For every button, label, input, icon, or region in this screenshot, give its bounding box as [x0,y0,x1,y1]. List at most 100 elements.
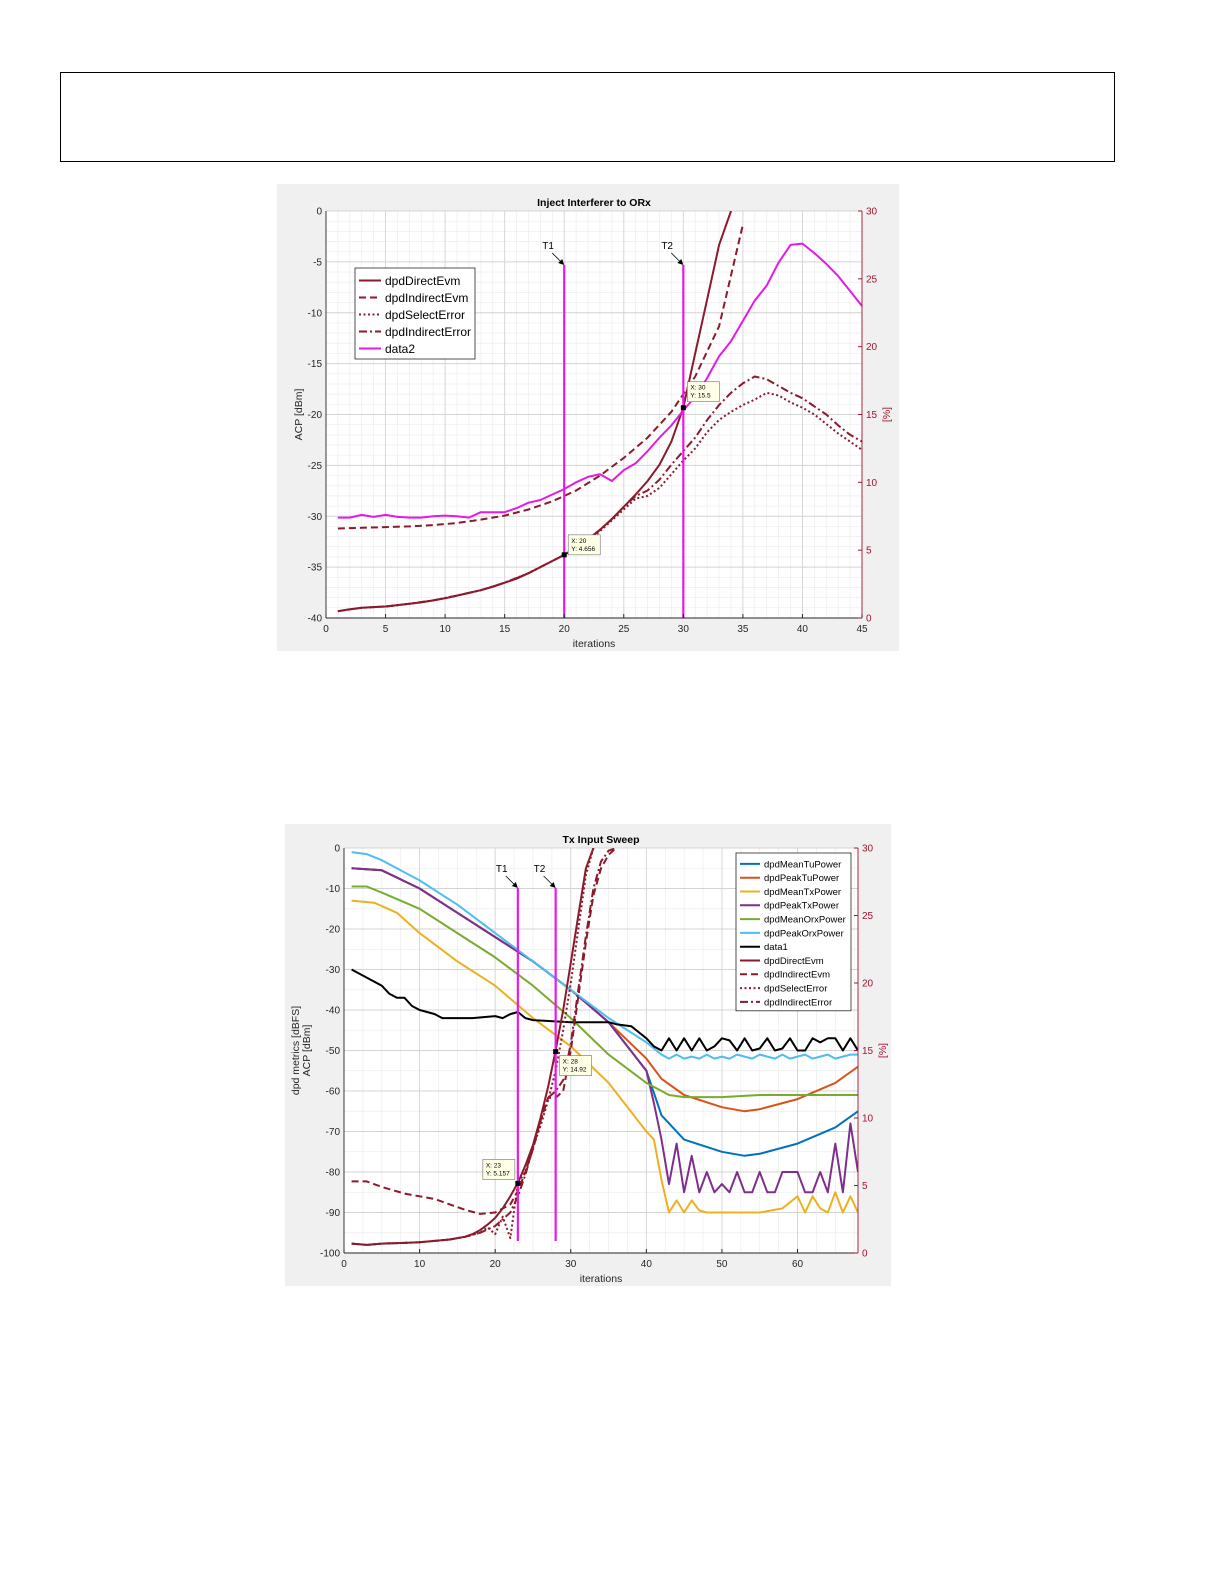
legend-box [354,267,476,360]
legend: dpdMeanTuPower dpdPeakTuPower dpdMeanTxPow… [735,852,852,1012]
y-tick-label: -100 [320,1249,340,1260]
legend-entry-dpdSelectError: dpdSelectError [385,308,465,322]
legend: dpdDirectEvm dpdIndirectEvm dpdSelectError… [354,267,476,360]
series-line-dpdIndirectError [337,375,862,613]
series-line-dpdMeanOrxPower [351,885,858,1099]
legend-entry-dpdPeakTuPower: dpdPeakTuPower [764,873,839,884]
x-tick-label: 35 [737,624,749,635]
x-tick-label: 30 [678,624,690,635]
x-tick-label: 15 [499,624,511,635]
marker-label-T2: T2 [534,864,546,875]
y2-tick-label: 30 [866,207,878,218]
y2-tick-label: 5 [866,546,872,557]
y-tick-label: -80 [326,1168,341,1179]
marker-label-T2: T2 [661,241,673,252]
legend-entry-dpdIndirectError: dpdIndirectError [385,325,471,339]
series-line-dpdIndirectError [351,848,617,1246]
y-tick-label: -40 [308,614,323,625]
legend-entry-dpdIndirectError: dpdIndirectError [764,997,832,1008]
y-tick-label: -50 [326,1046,341,1057]
x-axis-label: iterations [573,638,616,650]
legend-entry-dpdSelectError: dpdSelectError [764,984,827,995]
legend-entry-dpdIndirectEvm: dpdIndirectEvm [764,970,830,981]
datatip-y-text: Y: 5.157 [486,1170,510,1177]
datatip-box [567,534,601,556]
x-tick-label: 40 [641,1259,653,1270]
legend-entry-dpdPeakOrxPower: dpdPeakOrxPower [764,928,844,939]
legend-entry-dpdMeanTxPower: dpdMeanTxPower [764,887,841,898]
datatip-box [687,381,720,403]
marker-arrowhead-T2 [549,882,556,888]
marker-label-T1: T1 [496,864,508,875]
chart-inject-interferer: T1 T2 X: 20Y: 4.656 X: 30Y: 15.5 0 5 10 15 20 25 3… [293,197,893,650]
legend-entry-data2: data2 [385,342,415,356]
y-tick-label: -10 [308,308,323,319]
chart-tx-input-sweep: T1 T2 X: 23Y: 5.157 X: 28Y: 14.92 0 10 20 30 40 5… [290,834,889,1285]
legend-entry-dpdMeanOrxPower: dpdMeanOrxPower [764,915,846,926]
series-group [337,211,862,613]
y-tick-label: -70 [326,1127,341,1138]
datatip-y-text: Y: 4.656 [571,546,595,553]
y-tick-label: -20 [326,925,341,936]
header-box [60,72,1115,162]
y-tick-label: -25 [308,461,323,472]
legend-entry-dpdDirectEvm: dpdDirectEvm [385,274,460,288]
datatip-y-text: Y: 15.5 [690,393,711,400]
x-tick-label: 10 [440,624,452,635]
y-axis-label-2: ACP [dBm] [301,1025,313,1077]
datatip-box [559,1055,592,1076]
series-group [351,848,858,1246]
figure-tx-input-sweep: T1 T2 X: 23 Y: 5.157 X: 28 Y: 14.92 0 10 20 30 40 5… [285,824,891,1286]
y-tick-label: -5 [313,257,322,268]
x-tick-label: 50 [716,1259,728,1270]
marker-arrowhead-T2 [677,259,684,265]
chart-title: Inject Interferer to ORx [537,197,651,209]
x-tick-label: 20 [490,1259,502,1270]
datatip-y-text: Y: 14.92 [563,1067,587,1074]
series-line-dpdMeanTxPower [351,899,858,1214]
y2-tick-label: 15 [862,1046,874,1057]
datatip-point [561,552,567,558]
y-tick-label: -35 [308,563,323,574]
legend-entry-dpdMeanTuPower: dpdMeanTuPower [764,859,841,870]
y2-tick-label: 20 [866,342,878,353]
tick-labels: 0 10 20 30 40 50 600-10-20-30-40-50-60-70-80-9… [320,844,874,1271]
datatip-x-text: X: 20 [571,538,587,545]
series-line-data1 [351,968,858,1052]
y2-tick-label: 5 [862,1181,868,1192]
datatip-x-text: X: 28 [563,1059,579,1066]
x-tick-label: 10 [414,1259,426,1270]
datatip-x-text: X: 30 [690,385,706,392]
marker-label-T1: T1 [542,241,554,252]
datatip-point [515,1180,521,1186]
y-tick-label: -40 [326,1006,341,1017]
y-tick-label: -60 [326,1087,341,1098]
x-tick-label: 40 [797,624,809,635]
y-tick-label: -30 [308,512,323,523]
y-tick-label: 0 [334,844,340,855]
legend-entry-dpdDirectEvm: dpdDirectEvm [764,956,824,967]
y-axis-label: dpd metrics [dBFS] [290,1006,302,1095]
figure-inject-interferer: T1 T2 X: 20 Y: 4.656 X: 30 Y: 15.5 0 5 10 15 20 25 3… [277,184,899,651]
y-tick-label: -90 [326,1208,341,1219]
tick-labels: 0 5 10 15 20 25 30 35 40 450-5-10-15-20-25-30-35-… [308,207,878,636]
y-tick-label: -20 [308,410,323,421]
legend-entry-dpdIndirectEvm: dpdIndirectEvm [385,291,468,305]
marker-arrowhead-T1 [558,259,565,265]
legend-entry-dpdPeakTxPower: dpdPeakTxPower [764,901,839,912]
y2-tick-label: 10 [866,478,878,489]
y2-tick-label: 25 [866,274,878,285]
datatip-point [553,1049,559,1055]
y-tick-label: -30 [326,965,341,976]
x-tick-label: 25 [618,624,630,635]
y2-tick-label: 0 [862,1249,868,1260]
y2-tick-label: 30 [862,844,874,855]
datatip-x-text: X: 23 [486,1162,502,1169]
x-tick-label: 20 [559,624,571,635]
y2-tick-label: 25 [862,911,874,922]
series-line-dpdIndirectEvm [337,224,744,530]
x-tick-label: 0 [323,624,329,635]
series-line-dpdPeakOrxPower [351,851,858,1060]
x-tick-label: 45 [856,624,868,635]
x-tick-label: 0 [341,1259,347,1270]
